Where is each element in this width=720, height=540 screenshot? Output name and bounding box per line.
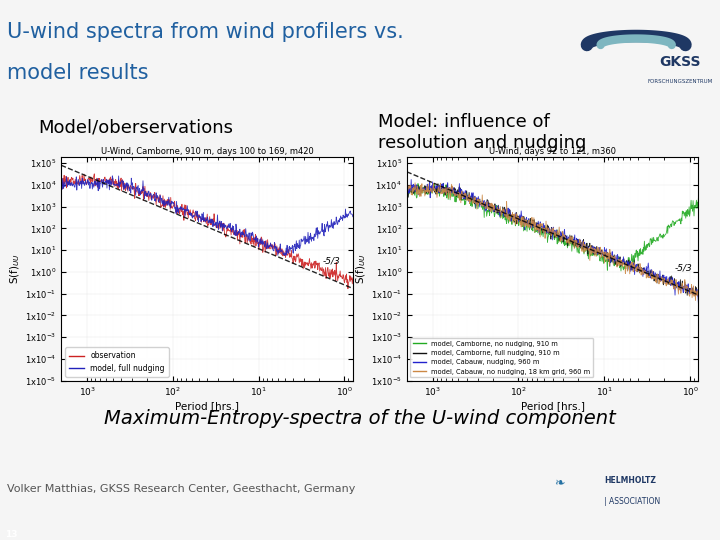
Text: Volker Matthias, GKSS Research Center, Geesthacht, Germany: Volker Matthias, GKSS Research Center, G… [7,484,356,494]
Title: U-Wind, days 92 to 121, m360: U-Wind, days 92 to 121, m360 [489,147,616,156]
Legend: model, Camborne, no nudging, 910 m, model, Camborne, full nudging, 910 m, model,: model, Camborne, no nudging, 910 m, mode… [410,338,593,377]
Legend: observation, model, full nudging: observation, model, full nudging [65,347,168,377]
Y-axis label: S(f)$_{UU}$: S(f)$_{UU}$ [9,253,22,284]
Text: -5/3: -5/3 [675,263,693,272]
Text: ❧: ❧ [554,476,564,489]
Text: Maximum-Entropy-spectra of the U-wind component: Maximum-Entropy-spectra of the U-wind co… [104,409,616,428]
Text: Model/oberservations: Model/oberservations [38,118,233,137]
Text: 13: 13 [5,530,17,539]
Text: U-wind spectra from wind profilers vs.: U-wind spectra from wind profilers vs. [7,22,404,42]
Text: model results: model results [7,63,149,84]
X-axis label: Period [hrs.]: Period [hrs.] [175,401,239,411]
X-axis label: Period [hrs.]: Period [hrs.] [521,401,585,411]
Text: HELMHOLTZ: HELMHOLTZ [604,476,656,485]
Text: | ASSOCIATION: | ASSOCIATION [604,497,660,505]
Text: Model: influence of
resolution and nudging: Model: influence of resolution and nudgi… [377,113,586,152]
Title: U-Wind, Camborne, 910 m, days 100 to 169, m420: U-Wind, Camborne, 910 m, days 100 to 169… [101,147,313,156]
Text: -5/3: -5/3 [323,256,341,265]
Text: GKSS: GKSS [660,55,701,69]
Text: FORSCHUNGSZENTRUM: FORSCHUNGSZENTRUM [647,78,713,84]
Y-axis label: S(f)$_{UU}$: S(f)$_{UU}$ [354,253,368,284]
